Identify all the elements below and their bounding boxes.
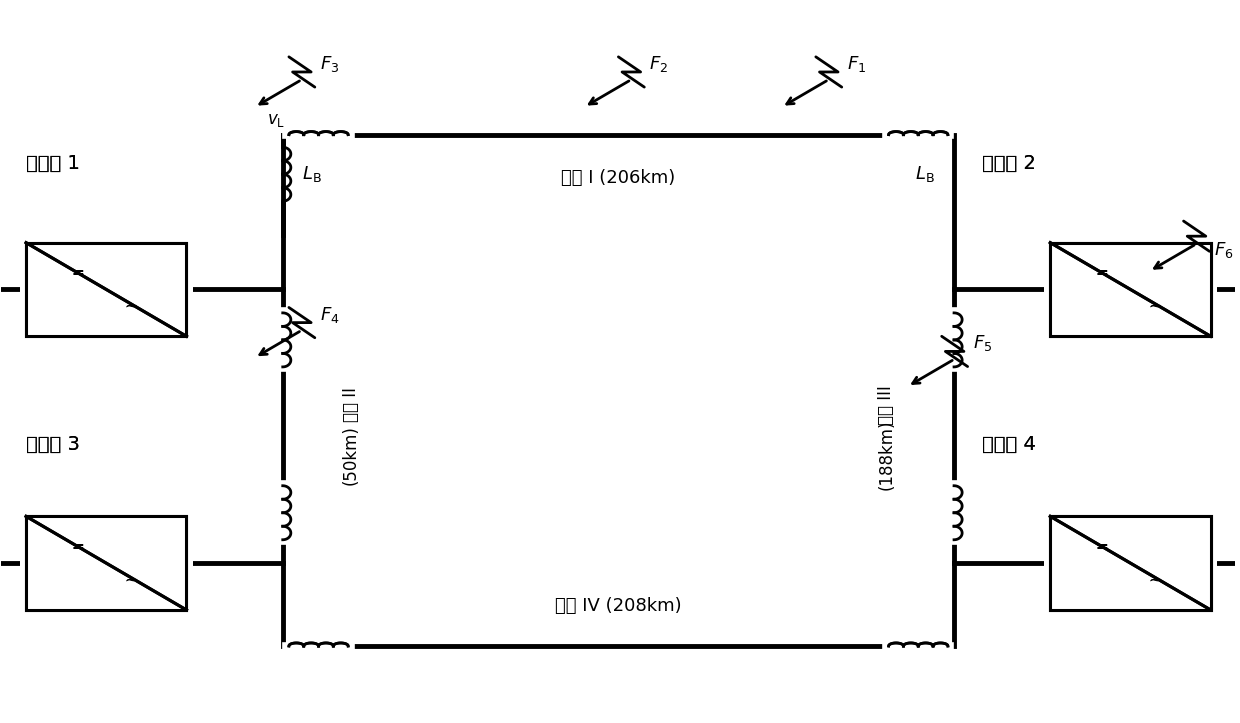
Bar [20, 239, 192, 340]
Bar [1044, 239, 1216, 340]
Text: ~: ~ [124, 299, 136, 314]
Bar [1050, 243, 1210, 336]
Text: (50km): (50km) [341, 425, 360, 485]
Bar [20, 513, 192, 614]
Text: 换流站 2: 换流站 2 [982, 154, 1037, 173]
Text: ~: ~ [1148, 299, 1161, 314]
Text: =: = [71, 539, 84, 554]
Bar [1044, 513, 1216, 614]
Text: =: = [1095, 265, 1109, 280]
Text: ~: ~ [124, 573, 136, 588]
Text: 换流站 4: 换流站 4 [982, 435, 1037, 454]
Text: 换流站 3: 换流站 3 [26, 435, 79, 454]
Bar [26, 243, 186, 336]
Text: $F_5$: $F_5$ [972, 333, 992, 354]
Text: $L_\mathrm{B}$: $L_\mathrm{B}$ [303, 164, 322, 184]
Text: =: = [1095, 539, 1109, 554]
Text: $F_6$: $F_6$ [1214, 240, 1234, 260]
Text: 换流站 1: 换流站 1 [26, 154, 79, 173]
Text: ~: ~ [124, 573, 136, 588]
Text: $F_3$: $F_3$ [320, 54, 339, 74]
Text: 线路 IV (208km): 线路 IV (208km) [556, 597, 682, 615]
Text: ~: ~ [1148, 299, 1161, 314]
Bar [1050, 516, 1210, 610]
Text: =: = [71, 265, 84, 280]
Text: 线路 II: 线路 II [341, 388, 360, 422]
Bar [1050, 243, 1210, 336]
Text: $F_1$: $F_1$ [847, 54, 866, 74]
Text: $F_2$: $F_2$ [650, 54, 668, 74]
Text: (188km): (188km) [877, 420, 895, 490]
Text: 换流站 4: 换流站 4 [982, 435, 1037, 454]
Text: =: = [1095, 539, 1109, 554]
Text: 换流站 2: 换流站 2 [982, 154, 1037, 173]
Text: =: = [71, 265, 84, 280]
Bar [26, 243, 186, 336]
Text: =: = [71, 539, 84, 554]
Text: 换流站 3: 换流站 3 [26, 435, 79, 454]
Text: ~: ~ [1148, 573, 1161, 588]
Text: $v_\mathrm{L}$: $v_\mathrm{L}$ [268, 111, 285, 129]
Text: 线路 I (206km): 线路 I (206km) [562, 169, 676, 187]
Text: 换流站 1: 换流站 1 [26, 154, 79, 173]
Bar [26, 516, 186, 610]
Text: $F_4$: $F_4$ [320, 304, 340, 325]
Text: 线路 III: 线路 III [877, 385, 895, 424]
Bar [26, 516, 186, 610]
Text: ~: ~ [124, 299, 136, 314]
Bar [1050, 516, 1210, 610]
Text: =: = [1095, 265, 1109, 280]
Text: ~: ~ [1148, 573, 1161, 588]
Text: $L_\mathrm{B}$: $L_\mathrm{B}$ [915, 164, 934, 184]
